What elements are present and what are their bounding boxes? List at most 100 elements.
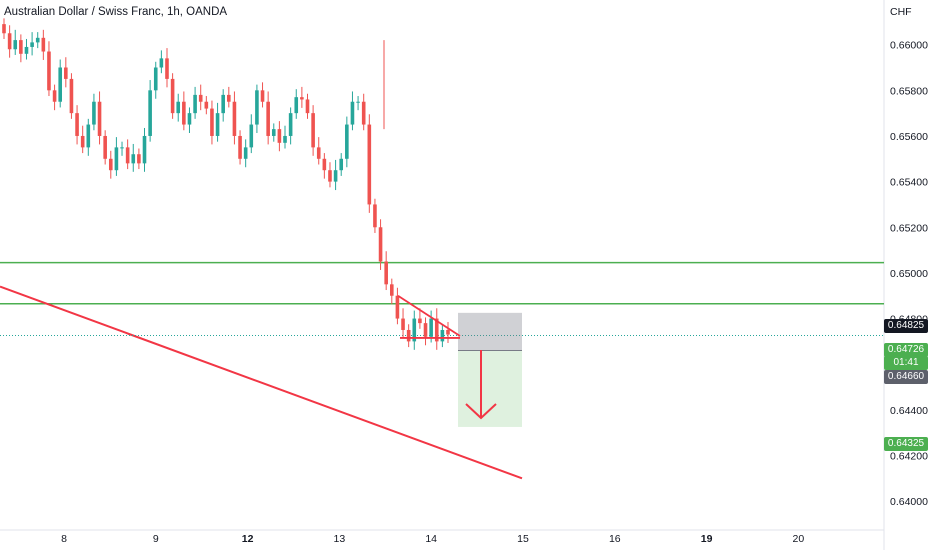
reward-zone xyxy=(458,350,522,427)
candle-body xyxy=(333,170,338,182)
candle-body xyxy=(440,329,445,342)
candle-body xyxy=(423,323,428,337)
candle-body xyxy=(69,78,74,114)
x-tick-label: 15 xyxy=(517,533,529,545)
candle-body xyxy=(24,46,29,54)
candle-body xyxy=(131,154,136,164)
candle-body xyxy=(266,101,270,136)
candle-body xyxy=(137,154,141,164)
candle-body xyxy=(367,124,372,205)
candle-body xyxy=(311,113,315,148)
candle-body xyxy=(148,90,152,136)
candle-body xyxy=(187,113,192,125)
candle-body xyxy=(108,158,113,171)
candle-body xyxy=(52,90,57,102)
candle-body xyxy=(260,90,265,102)
candle-body xyxy=(316,147,321,159)
y-tick-label: 0.65200 xyxy=(890,222,928,234)
candle-body xyxy=(47,51,51,91)
candle-body xyxy=(345,124,349,159)
target-price-tag: 0.64325 xyxy=(884,437,928,451)
candle-body xyxy=(300,97,304,100)
candle-body xyxy=(30,42,34,47)
candles xyxy=(2,18,450,350)
candle-body xyxy=(125,147,130,164)
arrow-head xyxy=(465,403,497,420)
candle-body xyxy=(401,318,405,330)
candle-body xyxy=(103,135,107,159)
x-tick-label: 13 xyxy=(334,533,346,545)
candle-body xyxy=(58,67,63,102)
x-tick-label: 9 xyxy=(153,533,159,545)
y-tick-label: 0.65000 xyxy=(890,268,928,280)
y-tick-label: 0.64400 xyxy=(890,405,928,417)
candle-body xyxy=(153,67,158,91)
candle-body xyxy=(277,129,282,143)
y-tick-label: 0.65800 xyxy=(890,85,928,97)
candle-body xyxy=(2,24,6,34)
chart-title: Australian Dollar / Swiss Franc, 1h, OAN… xyxy=(4,6,228,18)
candle-body xyxy=(238,135,242,159)
candle-body xyxy=(305,99,310,114)
candle-body xyxy=(13,40,18,50)
x-tick-label: 12 xyxy=(242,533,254,545)
candle-body xyxy=(384,261,388,285)
candle-body xyxy=(182,101,186,125)
candle-body xyxy=(378,227,383,262)
candle-body xyxy=(373,204,377,228)
candle-body xyxy=(446,329,450,335)
y-tick-label: 0.64000 xyxy=(890,496,928,508)
x-tick-label: 16 xyxy=(609,533,621,545)
candle-body xyxy=(86,124,91,148)
x-tick-label: 19 xyxy=(701,533,713,545)
candle-body xyxy=(412,318,417,342)
x-tick-label: 14 xyxy=(425,533,437,545)
candle-body xyxy=(35,37,40,43)
candle-body xyxy=(243,147,248,159)
candle-body xyxy=(41,37,46,52)
candle-body xyxy=(176,101,181,114)
candle-body xyxy=(92,101,96,125)
candle-body xyxy=(361,101,366,125)
candle-body xyxy=(204,101,209,109)
candle-body xyxy=(114,147,119,171)
risk-zone xyxy=(458,312,522,351)
candle-body xyxy=(283,135,287,143)
trendline xyxy=(0,285,523,480)
candle-body xyxy=(328,170,332,182)
candle-body xyxy=(19,40,23,54)
y-tick-label: 0.65600 xyxy=(890,131,928,143)
candle-body xyxy=(165,58,169,79)
candle-body xyxy=(294,97,299,114)
x-tick-label: 20 xyxy=(793,533,805,545)
candle-body xyxy=(7,33,12,50)
candle-body xyxy=(75,113,79,136)
triangle-upper-line xyxy=(397,294,461,337)
candle-body xyxy=(120,147,124,149)
y-tick-label: 0.66000 xyxy=(890,40,928,52)
y-tick-label: 0.65400 xyxy=(890,177,928,189)
candle-body xyxy=(418,318,422,324)
candle-body xyxy=(232,101,237,136)
candle-body xyxy=(227,94,231,102)
candle-body xyxy=(406,329,411,342)
candle-body xyxy=(159,58,164,68)
candle-body xyxy=(215,113,220,136)
entry-price-tag: 0.64660 xyxy=(884,370,928,384)
candle-body xyxy=(350,101,355,125)
current-price-tag: 0.64726 xyxy=(884,343,928,357)
stop-price-tag: 0.64825 xyxy=(884,319,928,333)
candle-body xyxy=(356,101,360,103)
candle-body xyxy=(395,295,400,319)
currency-label: CHF xyxy=(890,6,912,18)
candle-body xyxy=(288,113,293,136)
candle-body xyxy=(271,129,276,136)
y-tick-label: 0.64200 xyxy=(890,451,928,463)
candle-body xyxy=(429,318,433,337)
candle-body xyxy=(193,94,197,114)
candle-body xyxy=(322,158,327,171)
candle-body xyxy=(434,318,439,342)
candle-body xyxy=(170,78,175,114)
candle-body xyxy=(389,284,394,296)
candle-body xyxy=(255,90,259,125)
